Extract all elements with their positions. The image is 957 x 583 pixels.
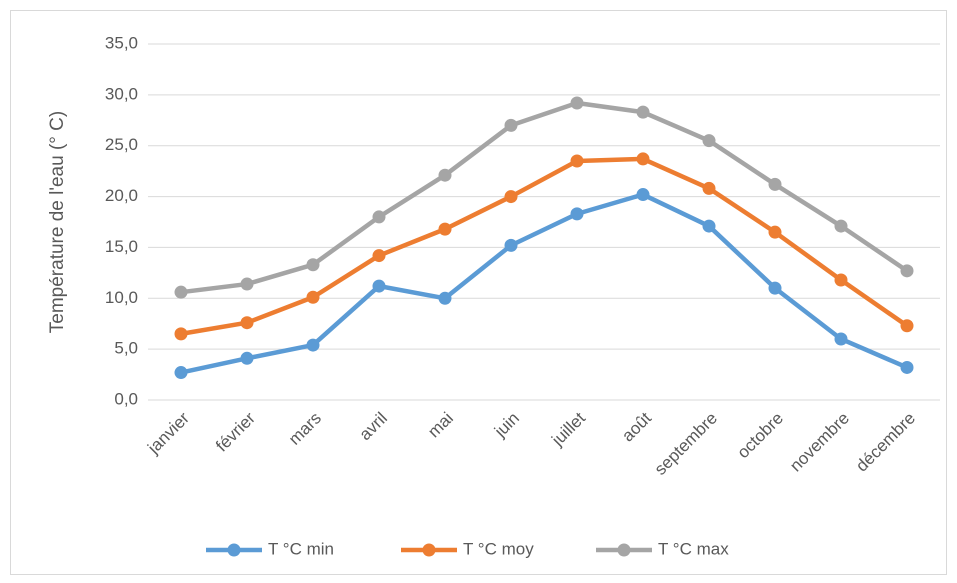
point xyxy=(174,327,188,341)
point xyxy=(834,332,848,346)
y-tick-label: 0,0 xyxy=(114,389,138,408)
point xyxy=(834,273,848,287)
point xyxy=(174,285,188,299)
point xyxy=(570,154,584,168)
point xyxy=(900,264,914,278)
legend-marker xyxy=(227,543,241,557)
point xyxy=(240,316,254,330)
point xyxy=(702,134,716,148)
point xyxy=(306,258,320,272)
y-axis-label: Température de l'eau (° C) xyxy=(47,111,68,333)
series-line xyxy=(180,100,909,295)
point xyxy=(570,207,584,221)
point xyxy=(372,279,386,293)
point xyxy=(570,96,584,110)
y-tick-label: 10,0 xyxy=(105,288,138,307)
point xyxy=(702,219,716,233)
point xyxy=(636,152,650,166)
point xyxy=(438,168,452,182)
point xyxy=(372,249,386,263)
y-tick-label: 25,0 xyxy=(105,135,138,154)
y-tick-label: 15,0 xyxy=(105,237,138,256)
point xyxy=(306,338,320,352)
point xyxy=(240,351,254,365)
point xyxy=(636,188,650,202)
y-tick-label: 20,0 xyxy=(105,186,138,205)
point xyxy=(834,219,848,233)
point xyxy=(900,319,914,333)
point xyxy=(504,190,518,204)
point xyxy=(438,291,452,305)
legend-label: T °C moy xyxy=(463,539,534,558)
point xyxy=(306,290,320,304)
point xyxy=(768,281,782,295)
y-tick-label: 35,0 xyxy=(105,33,138,52)
point xyxy=(174,366,188,380)
point xyxy=(768,177,782,191)
y-tick-label: 5,0 xyxy=(114,339,138,358)
legend-label: T °C max xyxy=(658,539,729,558)
series-line xyxy=(180,156,909,337)
point xyxy=(768,225,782,239)
legend-marker xyxy=(617,543,631,557)
point xyxy=(504,238,518,252)
point xyxy=(504,118,518,132)
point xyxy=(372,210,386,224)
point xyxy=(636,105,650,119)
chart-border xyxy=(10,10,947,575)
point xyxy=(702,181,716,195)
legend-marker xyxy=(422,543,436,557)
series-line xyxy=(180,192,908,375)
point xyxy=(240,277,254,291)
y-tick-label: 30,0 xyxy=(105,84,138,103)
point xyxy=(438,222,452,236)
point xyxy=(900,360,914,374)
legend-label: T °C min xyxy=(268,539,334,558)
